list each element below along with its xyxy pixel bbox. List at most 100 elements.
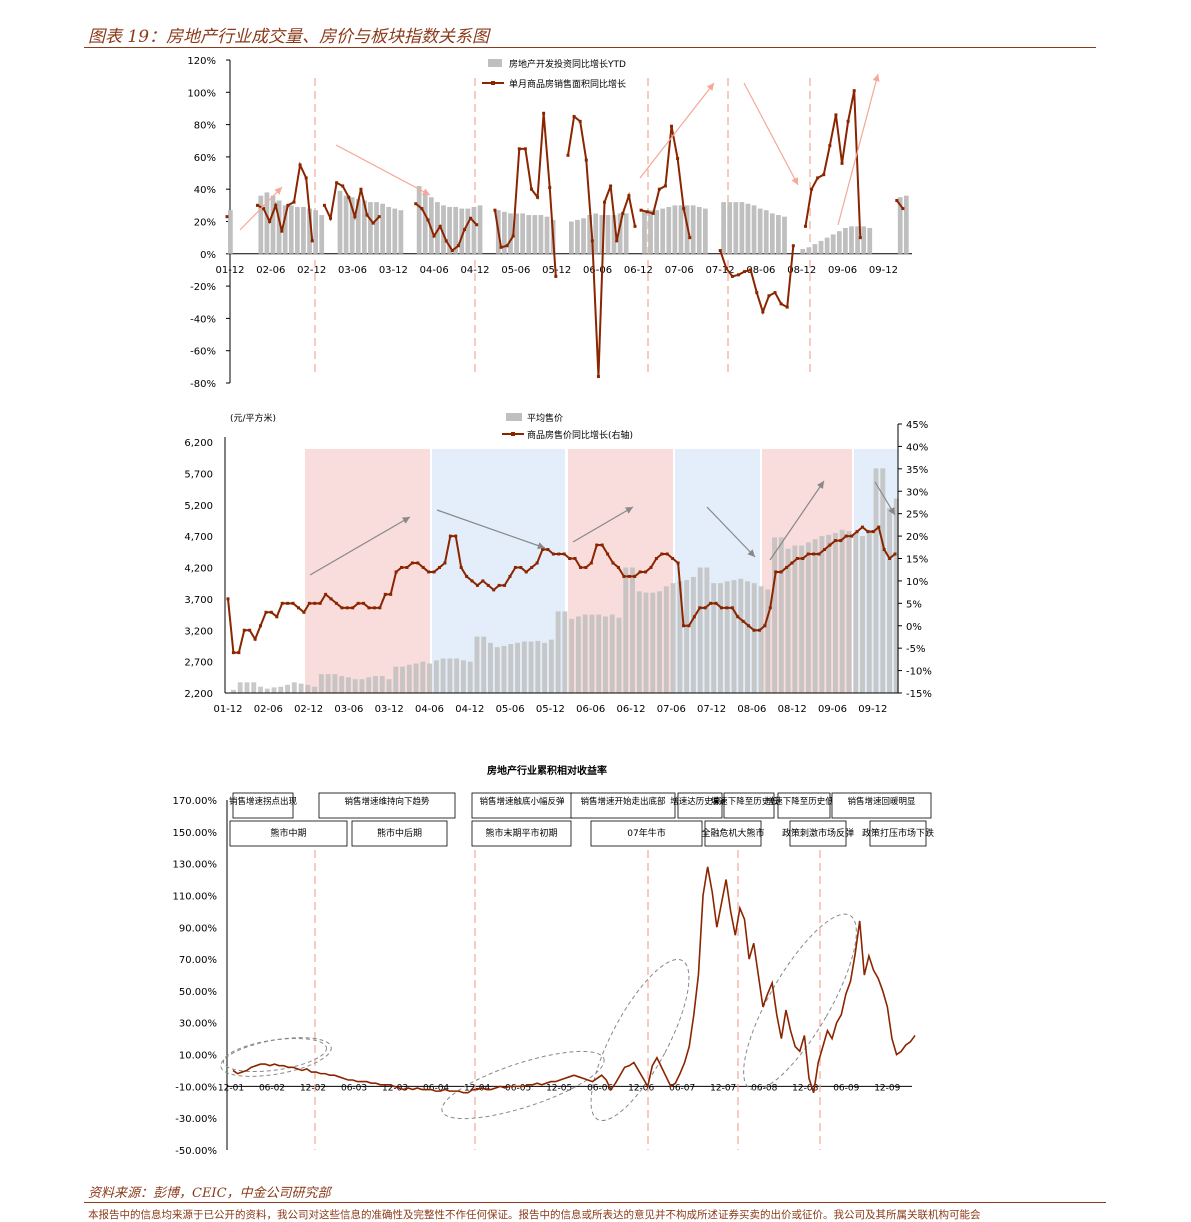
bar-investment bbox=[727, 202, 733, 254]
highlight-ellipse bbox=[222, 1037, 328, 1073]
sales-area-point bbox=[895, 199, 899, 203]
bar-investment bbox=[453, 206, 459, 254]
price-growth-point bbox=[421, 565, 425, 569]
price-growth-point bbox=[806, 552, 810, 556]
price-growth-point bbox=[497, 583, 501, 587]
sales-area-point bbox=[737, 273, 740, 277]
price-growth-point bbox=[259, 624, 263, 628]
header-rule bbox=[84, 47, 1096, 48]
price-growth-point bbox=[394, 570, 398, 574]
sales-area-line bbox=[719, 245, 795, 316]
chart-cumulative-relative-return: 房地产行业累积相对收益率 170.00% 150.00% 130.00% 110.00%… bbox=[173, 764, 935, 1157]
sales-area-point bbox=[767, 294, 771, 298]
price-growth-point bbox=[882, 548, 886, 552]
price-growth-point bbox=[383, 592, 387, 596]
y-left-tick-label: 2,700 bbox=[184, 658, 213, 669]
sales-area-point bbox=[329, 216, 333, 220]
bar-average-price bbox=[521, 641, 527, 693]
x-tick-label: 06-09 bbox=[833, 1083, 859, 1093]
price-growth-point bbox=[855, 530, 859, 534]
phase-box bbox=[704, 820, 762, 847]
sales-area-point bbox=[773, 291, 777, 295]
bar-investment bbox=[751, 205, 757, 254]
event-box-label: 增速下降至历史低位 bbox=[711, 796, 788, 807]
y-tick-label: 60% bbox=[194, 153, 216, 164]
bar-investment bbox=[654, 210, 659, 254]
bar-investment bbox=[374, 202, 379, 254]
bar-investment bbox=[294, 206, 300, 254]
legend-swatch-sales-point bbox=[491, 81, 495, 85]
sales-area-point bbox=[499, 245, 503, 249]
bar-investment bbox=[702, 208, 708, 254]
phase-box bbox=[471, 820, 572, 847]
y-tick-label: -20% bbox=[190, 282, 216, 293]
x-tick-label: 05-12 bbox=[542, 265, 571, 276]
sales-area-point bbox=[511, 234, 515, 238]
x-tick-label: 07-06 bbox=[665, 265, 694, 276]
price-growth-point bbox=[633, 574, 637, 578]
price-growth-point bbox=[541, 548, 545, 552]
bar-average-price bbox=[569, 618, 575, 693]
price-growth-point bbox=[790, 561, 794, 565]
price-growth-point bbox=[248, 628, 252, 632]
price-growth-point bbox=[551, 552, 555, 556]
bar-average-price bbox=[839, 529, 845, 693]
bar-average-price bbox=[697, 567, 703, 693]
price-growth-point bbox=[286, 601, 290, 605]
y-tick-label: 90.00% bbox=[179, 923, 217, 934]
y-right-tick-label: 10% bbox=[906, 577, 928, 588]
price-growth-point bbox=[823, 548, 827, 552]
trend-arrow bbox=[239, 186, 283, 231]
bar-investment bbox=[264, 192, 270, 254]
bar-average-price bbox=[291, 682, 297, 693]
regime-shade bbox=[305, 449, 430, 693]
sales-area-line bbox=[323, 181, 380, 225]
price-growth-point bbox=[546, 548, 550, 552]
bar-average-price bbox=[454, 658, 460, 693]
x-tick-label: 02-12 bbox=[294, 704, 323, 715]
sales-area-point bbox=[584, 158, 588, 162]
y-right-tick-label: -5% bbox=[906, 644, 925, 655]
y-right-tick-label: 25% bbox=[906, 510, 928, 521]
sales-area-point bbox=[438, 224, 442, 228]
price-growth-point bbox=[296, 606, 300, 610]
bar-investment bbox=[769, 213, 775, 254]
bar-investment bbox=[502, 211, 507, 254]
bar-investment bbox=[319, 215, 325, 254]
bar-average-price bbox=[339, 676, 345, 693]
bar-average-price bbox=[596, 614, 602, 693]
sales-area-point bbox=[536, 195, 540, 199]
sales-area-point bbox=[268, 220, 272, 223]
price-growth-point bbox=[714, 601, 718, 605]
x-tick-label: 04-12 bbox=[455, 704, 484, 715]
bar-investment bbox=[447, 206, 452, 254]
price-growth-point bbox=[481, 579, 485, 583]
bar-investment bbox=[581, 218, 586, 254]
bar-investment bbox=[270, 195, 276, 254]
phase-box-label: 政策打压市场下跌 bbox=[862, 827, 934, 839]
bar-average-price bbox=[880, 468, 886, 693]
bar-investment bbox=[228, 210, 233, 254]
sales-area-point bbox=[280, 229, 284, 233]
bar-average-price bbox=[805, 542, 811, 693]
bar-average-price bbox=[515, 642, 520, 693]
price-growth-point bbox=[562, 552, 566, 556]
bar-investment bbox=[544, 216, 550, 254]
price-growth-point bbox=[459, 565, 463, 569]
legend-label-growth: 商品房售价同比增长(右轴) bbox=[527, 429, 633, 441]
event-box bbox=[723, 792, 775, 819]
sales-area-point bbox=[603, 200, 607, 204]
bar-investment bbox=[684, 205, 690, 254]
x-tick-label: 08-06 bbox=[737, 704, 766, 715]
bar-average-price bbox=[630, 567, 635, 693]
bar-average-price bbox=[433, 660, 439, 693]
price-growth-point bbox=[443, 561, 447, 565]
sales-area-point bbox=[475, 223, 479, 227]
bar-average-price bbox=[373, 676, 378, 693]
price-growth-point bbox=[736, 615, 740, 619]
legend-label-investment: 房地产开发投资同比增长YTD bbox=[509, 58, 626, 70]
price-growth-point bbox=[671, 557, 675, 560]
price-growth-point bbox=[730, 606, 734, 610]
y-left-tick-label: 6,200 bbox=[184, 438, 213, 449]
price-growth-point bbox=[709, 601, 713, 605]
